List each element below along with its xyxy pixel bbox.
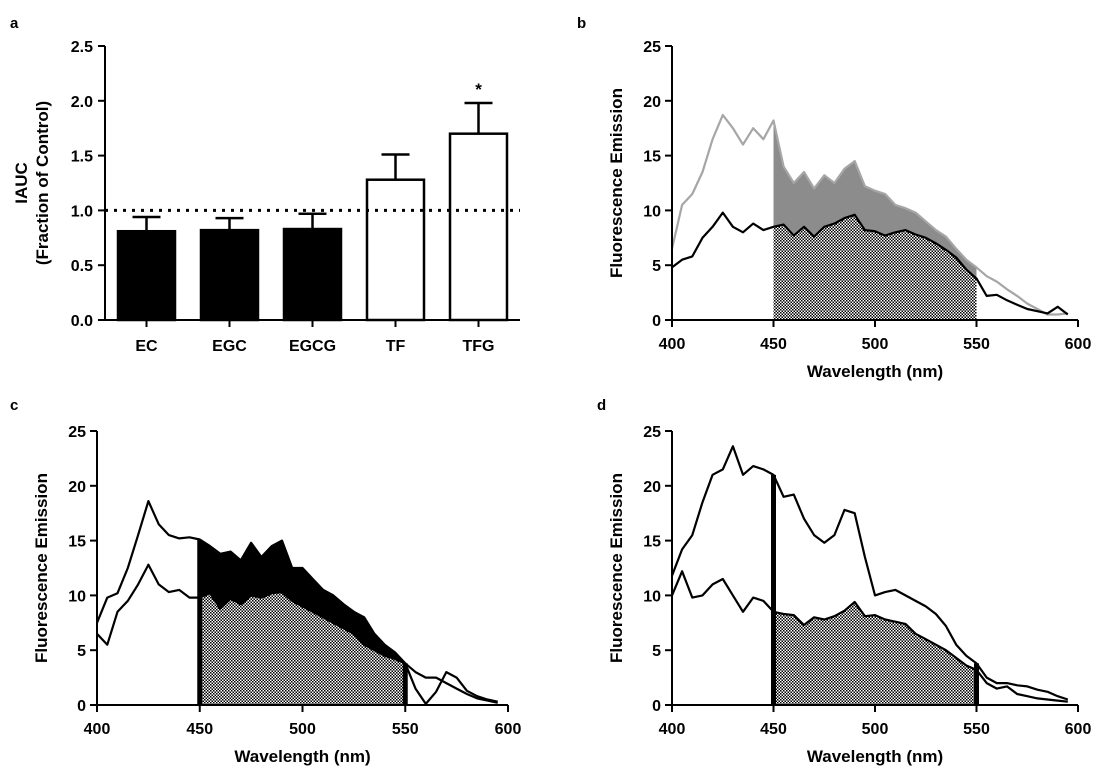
- y-axis-title-a: IAUC: [12, 162, 31, 204]
- y-tick-label-a: 2.0: [71, 94, 93, 111]
- spectrum-line-d-1: [670, 445, 1069, 701]
- x-tick-label-b: 400: [659, 336, 686, 353]
- y-tick-label-b: 0: [652, 313, 661, 330]
- bar-chart-panel-a: 0.0 0.5 1.0 1.5 2.0 2.5 EC EGC EGCG TF TFG * IAUC (Fr…: [12, 39, 520, 355]
- spectrum-panel-d: 0 5 10 15 20 25 400 450 500 550 600 Wavelength (nm)…: [607, 424, 1091, 766]
- x-tick-label-b: 450: [760, 336, 787, 353]
- bar-egcg: [282, 227, 343, 322]
- y-tick-label-c: 25: [68, 424, 86, 441]
- y-tick-label-a: 1.5: [71, 149, 93, 166]
- y-tick-label-d: 25: [643, 424, 661, 441]
- y-tick-label-b: 5: [652, 258, 661, 275]
- y-axis-title-c: Fluorescence Emission: [32, 473, 51, 663]
- x-tick-label-ec: EC: [135, 338, 158, 355]
- y-tick-label-d: 15: [643, 534, 661, 551]
- x-tick-label-egcg: EGCG: [289, 338, 336, 355]
- bar-egc: [199, 228, 260, 322]
- y-axis-subtitle-a: (Fraction of Control): [33, 101, 52, 265]
- panel-letter-c: c: [10, 397, 18, 414]
- panel-letter-a: a: [10, 15, 19, 32]
- spectrum-panel-c: 0 5 10 15 20 25 400 450 500 550 600 Wavelength (nm)…: [32, 424, 521, 766]
- x-tick-label-b: 600: [1065, 336, 1092, 353]
- spectrum-line-b-1: [670, 113, 1068, 316]
- y-tick-label-d: 5: [652, 643, 661, 660]
- x-tick-label-c: 600: [495, 721, 522, 738]
- x-tick-label-tf: TF: [386, 338, 406, 355]
- y-tick-label-c: 0: [77, 698, 86, 715]
- spectrum-line-c-2: [96, 563, 498, 706]
- panel-letter-d: d: [597, 397, 606, 414]
- y-axis-title-d: Fluorescence Emission: [607, 473, 626, 663]
- x-tick-label-d: 600: [1065, 721, 1092, 738]
- x-tick-label-b: 550: [963, 336, 990, 353]
- spectrum-line-c-1: [95, 500, 498, 704]
- y-tick-label-b: 15: [643, 149, 661, 166]
- bar-tf: [365, 178, 426, 322]
- difference-area-b: [773, 120, 977, 279]
- integrated-area-d: [773, 602, 977, 705]
- y-tick-label-a: 0.5: [71, 258, 93, 275]
- significance-star: *: [475, 80, 482, 99]
- y-tick-label-d: 20: [643, 479, 661, 496]
- x-tick-label-c: 550: [392, 721, 419, 738]
- y-tick-label-a: 0.0: [71, 313, 93, 330]
- y-tick-label-d: 10: [643, 588, 661, 605]
- x-axis-title-b: Wavelength (nm): [807, 362, 943, 381]
- bar-tfg: [448, 132, 509, 322]
- y-tick-label-b: 25: [643, 39, 661, 56]
- bar-ec: [116, 229, 177, 322]
- integrated-area-b: [773, 214, 977, 320]
- difference-area-c: [199, 539, 406, 664]
- y-axis-title-b: Fluorescence Emission: [607, 88, 626, 278]
- x-tick-label-c: 500: [289, 721, 316, 738]
- x-axis-title-d: Wavelength (nm): [807, 747, 943, 766]
- x-tick-label-d: 500: [862, 721, 889, 738]
- y-tick-label-a: 1.0: [71, 203, 93, 220]
- x-tick-label-b: 500: [862, 336, 889, 353]
- x-tick-label-d: 450: [760, 721, 787, 738]
- x-tick-label-egc: EGC: [212, 338, 247, 355]
- spectrum-line-d-2: [670, 570, 1068, 703]
- y-tick-label-c: 15: [68, 534, 86, 551]
- x-tick-label-tfg: TFG: [463, 338, 495, 355]
- y-tick-label-c: 5: [77, 643, 86, 660]
- y-tick-label-c: 20: [68, 479, 86, 496]
- y-tick-label-b: 20: [643, 94, 661, 111]
- x-tick-label-d: 550: [963, 721, 990, 738]
- x-axis-title-c: Wavelength (nm): [234, 747, 370, 766]
- y-tick-label-c: 10: [68, 588, 86, 605]
- spectrum-line-b-2: [671, 211, 1069, 316]
- spectrum-panel-b: 0 5 10 15 20 25 400 450 500 550 600 Wavelength (nm)…: [607, 39, 1091, 381]
- x-tick-label-d: 400: [659, 721, 686, 738]
- integrated-area-c: [199, 592, 406, 705]
- y-tick-label-b: 10: [643, 203, 661, 220]
- panel-letter-b: b: [577, 15, 586, 32]
- y-tick-label-a: 2.5: [71, 39, 93, 56]
- x-tick-label-c: 450: [186, 721, 213, 738]
- x-tick-label-c: 400: [84, 721, 111, 738]
- y-tick-label-d: 0: [652, 698, 661, 715]
